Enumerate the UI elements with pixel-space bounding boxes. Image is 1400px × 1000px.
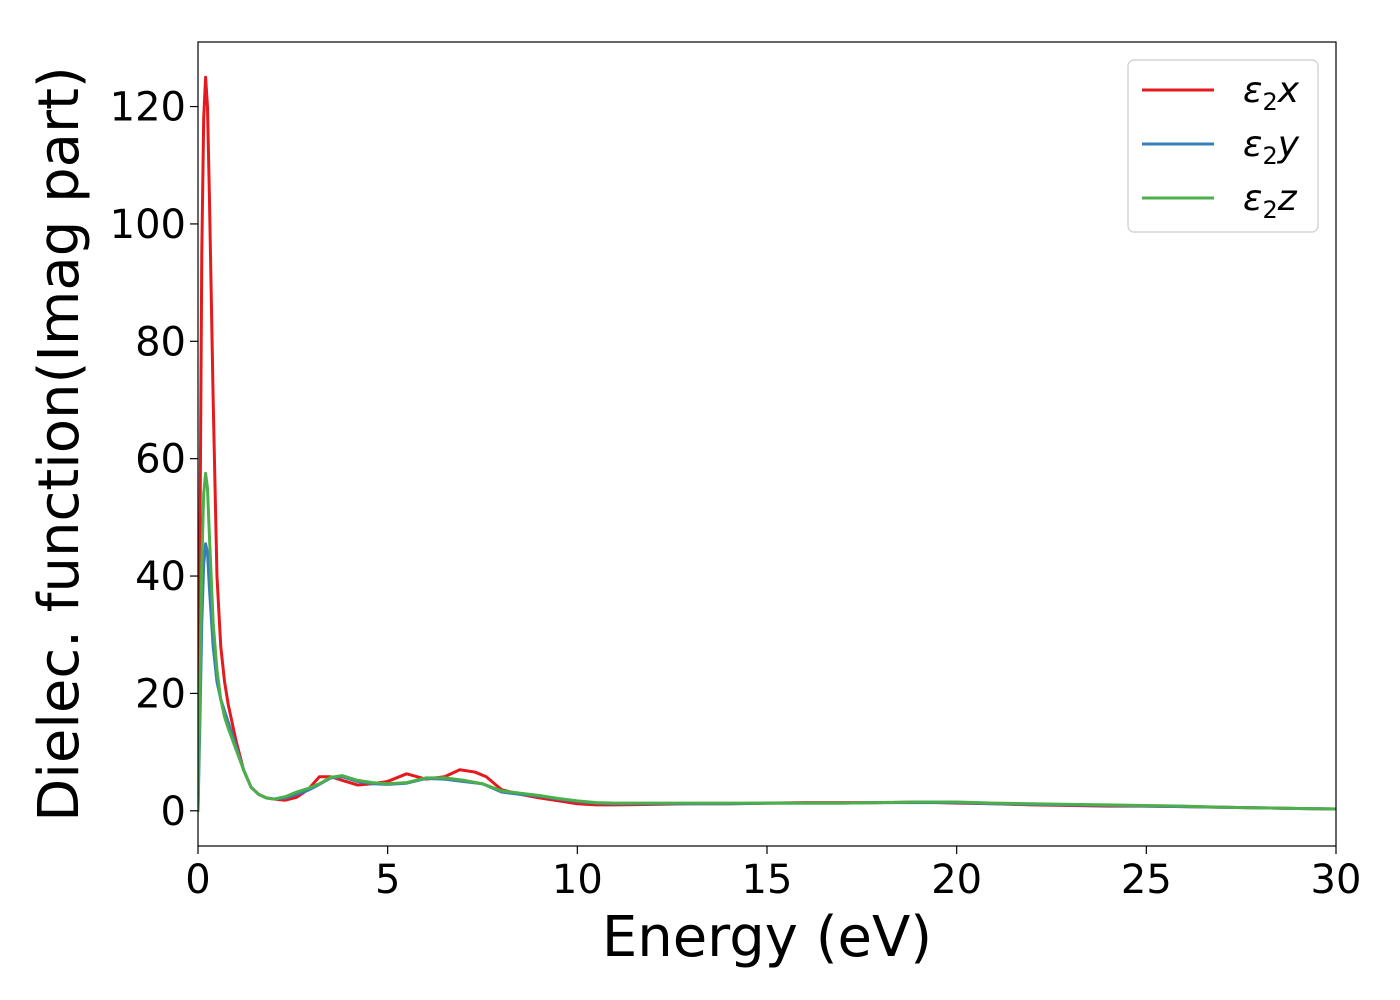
x-tick-label: 15 <box>742 857 793 903</box>
legend-label-x: ε2x <box>1243 70 1300 116</box>
x-axis-title: Energy (eV) <box>602 905 932 970</box>
x-tick-label: 0 <box>185 857 210 903</box>
legend: ε2x ε2y ε2z <box>1127 59 1319 233</box>
x-tick-label: 20 <box>931 857 982 903</box>
y-tick-label: 120 <box>110 85 186 131</box>
x-tick-label: 30 <box>1311 857 1362 903</box>
y-tick-label: 60 <box>135 437 186 483</box>
y-tick-label: 20 <box>135 671 186 717</box>
legend-label-z: ε2z <box>1243 178 1298 224</box>
x-tick-label: 5 <box>375 857 400 903</box>
x-tick-label: 10 <box>552 857 603 903</box>
x-tick-label: 25 <box>1121 857 1172 903</box>
series-line-z <box>198 471 1336 813</box>
y-tick-label: 100 <box>110 202 186 248</box>
y-axis-title: Dielec. function(Imag part) <box>27 66 92 822</box>
legend-label-y: ε2y <box>1243 124 1300 170</box>
x-axis: 0 5 10 15 20 25 30 <box>185 846 1361 903</box>
series-line-y <box>198 542 1336 813</box>
legend-box <box>1127 59 1319 233</box>
plot-lines <box>198 75 1336 813</box>
y-axis: 0 20 40 60 80 100 120 <box>110 85 198 835</box>
y-tick-label: 40 <box>135 554 186 600</box>
y-tick-label: 80 <box>135 319 186 365</box>
y-tick-label: 0 <box>161 789 186 835</box>
